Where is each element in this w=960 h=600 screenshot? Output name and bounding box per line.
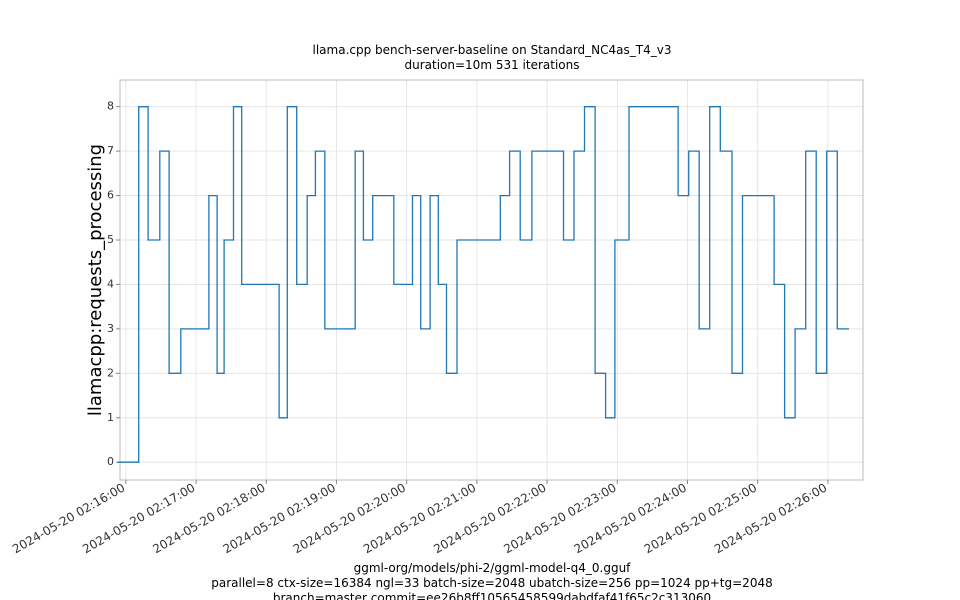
grid xyxy=(120,80,863,480)
x-tick-label: 2024-05-20 02:19:00 xyxy=(221,480,338,556)
y-tick-label: 4 xyxy=(107,277,114,290)
y-tick-label: 0 xyxy=(107,455,114,468)
x-tick-label: 2024-05-20 02:26:00 xyxy=(712,480,829,556)
y-tick-label: 7 xyxy=(107,144,114,157)
x-tick-label: 2024-05-20 02:16:00 xyxy=(10,480,127,556)
y-tick-label: 5 xyxy=(107,233,114,246)
plot-frame xyxy=(119,79,864,481)
x-tick-label: 2024-05-20 02:24:00 xyxy=(572,480,689,556)
params-text: parallel=8 ctx-size=16384 ngl=33 batch-s… xyxy=(211,576,772,590)
chart-subtitle: duration=10m 531 iterations xyxy=(405,58,580,72)
x-tick-label: 2024-05-20 02:17:00 xyxy=(80,480,197,556)
y-axis: 0 1 2 3 4 5 6 7 8 xyxy=(107,100,120,468)
x-tick-label: 2024-05-20 02:18:00 xyxy=(150,480,267,556)
commit-text: branch=master commit=ee26b8ff10565458599… xyxy=(273,591,711,600)
x-tick-label: 2024-05-20 02:23:00 xyxy=(501,480,618,556)
y-tick-label: 1 xyxy=(107,411,114,424)
chart-title: llama.cpp bench-server-baseline on Stand… xyxy=(313,43,672,57)
y-tick-label: 6 xyxy=(107,189,114,202)
x-tick-label: 2024-05-20 02:21:00 xyxy=(361,480,478,556)
y-axis-label: llamacpp:requests_processing xyxy=(85,144,106,416)
model-path-text: ggml-org/models/phi-2/ggml-model-q4_0.gg… xyxy=(354,561,632,575)
x-tick-label: 2024-05-20 02:20:00 xyxy=(291,480,408,556)
x-tick-label: 2024-05-20 02:25:00 xyxy=(642,480,759,556)
y-tick-label: 2 xyxy=(107,366,114,379)
y-tick-label: 3 xyxy=(107,322,114,335)
y-tick-label: 8 xyxy=(107,100,114,113)
x-tick-label: 2024-05-20 02:22:00 xyxy=(431,480,548,556)
series-line xyxy=(117,106,849,463)
